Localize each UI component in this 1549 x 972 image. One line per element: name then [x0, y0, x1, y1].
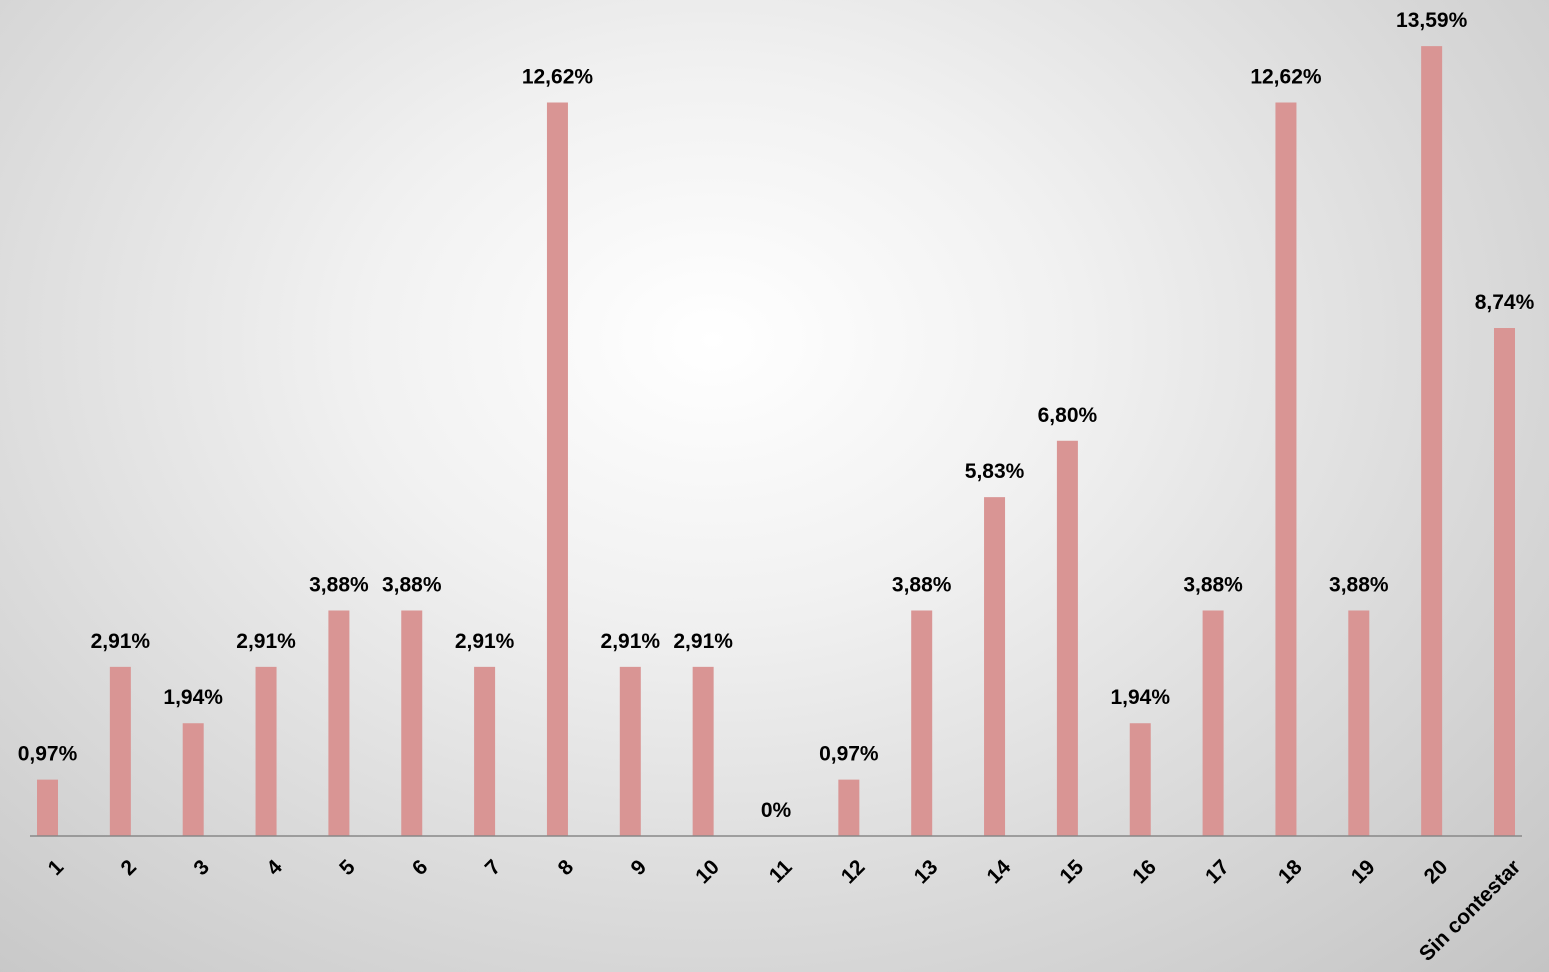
bar-14	[984, 497, 1006, 836]
x-tick-label-4: 4	[262, 855, 287, 880]
data-label-5: 3,88%	[309, 573, 369, 596]
data-label-12: 0,97%	[819, 743, 879, 766]
x-tick-label-2: 2	[117, 855, 142, 880]
bar-3	[182, 723, 204, 836]
x-tick-label-20: 20	[1420, 855, 1453, 888]
x-tick-label-14: 14	[982, 855, 1015, 888]
x-tick-label-13: 13	[910, 855, 943, 888]
bar-16	[1129, 723, 1151, 836]
bar-9	[619, 666, 641, 836]
bar-17	[1202, 610, 1224, 836]
data-label-1: 0,97%	[18, 743, 78, 766]
x-tick-label-10: 10	[691, 855, 724, 888]
x-tick-label-12: 12	[837, 855, 870, 888]
data-label-19: 3,88%	[1329, 573, 1389, 596]
x-tick-label-15: 15	[1055, 855, 1088, 888]
x-tick-label-6: 6	[408, 855, 433, 880]
data-label-11: 0%	[761, 799, 792, 822]
x-tick-label-9: 9	[626, 855, 651, 880]
data-label-4: 2,91%	[236, 630, 296, 653]
data-label-3: 1,94%	[163, 686, 223, 709]
bar-sin-contestar	[1494, 328, 1515, 836]
data-label-10: 2,91%	[673, 630, 733, 653]
data-label-9: 2,91%	[601, 630, 661, 653]
x-tick-label-8: 8	[554, 855, 579, 880]
bar-5	[328, 610, 350, 836]
data-labels-group: 0,97% 2,91% 1,94% 2,91% 3,88% 3,88% 2,91% 12,62…	[18, 9, 1535, 822]
bar-10	[692, 666, 714, 836]
bar-2	[109, 666, 131, 836]
bar-15	[1056, 440, 1078, 836]
data-label-2: 2,91%	[91, 630, 151, 653]
data-label-15: 6,80%	[1038, 404, 1098, 427]
x-tick-label-11: 11	[765, 855, 797, 887]
x-tick-label-1: 1	[44, 855, 69, 880]
bar-19	[1348, 610, 1370, 836]
data-label-8: 12,62%	[522, 66, 594, 89]
bar-6	[401, 610, 423, 836]
bar-20	[1421, 46, 1443, 837]
data-label-13: 3,88%	[892, 573, 952, 596]
bar-4	[255, 666, 277, 836]
x-tick-label-7: 7	[481, 855, 506, 880]
data-label-18: 12,62%	[1250, 66, 1322, 89]
bar-8	[546, 102, 568, 836]
bar-7	[474, 666, 496, 836]
data-label-14: 5,83%	[965, 460, 1025, 483]
x-tick-label-19: 19	[1347, 855, 1380, 888]
x-tick-label-5: 5	[335, 855, 360, 880]
x-tick-label-17: 17	[1201, 855, 1234, 888]
data-label-17: 3,88%	[1183, 573, 1243, 596]
data-label-7: 2,91%	[455, 630, 515, 653]
bars-group	[37, 46, 1515, 837]
bar-1	[37, 779, 58, 836]
data-label-20: 13,59%	[1396, 9, 1468, 32]
data-label-6: 3,88%	[382, 573, 442, 596]
x-tick-label-16: 16	[1128, 855, 1161, 888]
bar-12	[838, 779, 860, 836]
data-label-sin-contestar: 8,74%	[1475, 291, 1535, 314]
data-label-16: 1,94%	[1110, 686, 1170, 709]
x-tick-label-18: 18	[1274, 855, 1307, 888]
x-tick-label-3: 3	[189, 855, 214, 880]
bar-13	[911, 610, 933, 836]
bar-18	[1275, 102, 1297, 836]
